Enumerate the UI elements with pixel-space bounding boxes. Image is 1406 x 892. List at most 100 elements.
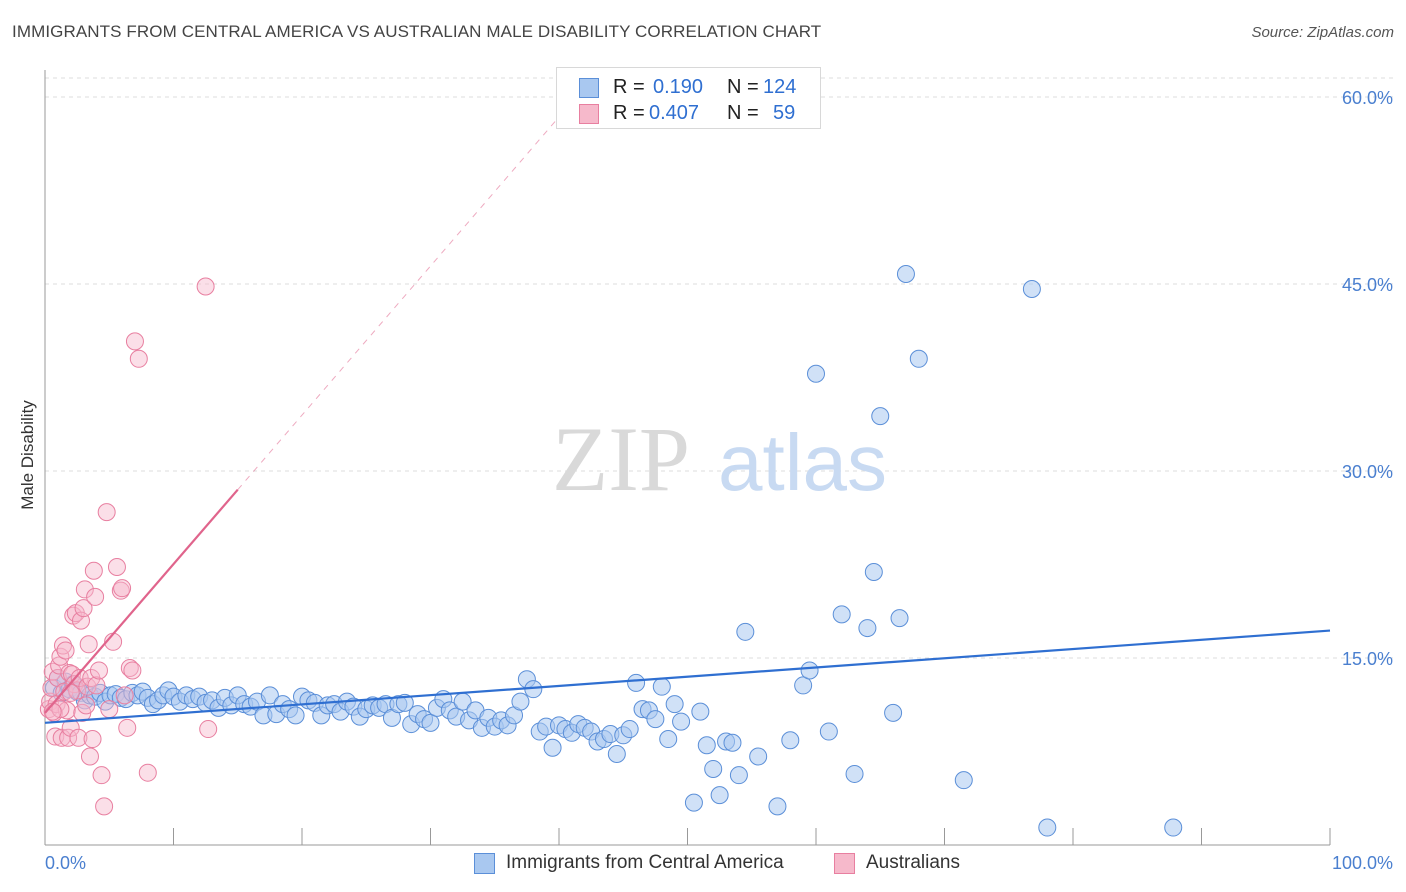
source-credit: Source: ZipAtlas.com: [1251, 24, 1394, 41]
data-point-australians: [138, 763, 157, 782]
data-point-central-america: [768, 797, 787, 816]
data-point-central-america: [659, 730, 678, 749]
data-point-australians: [95, 797, 114, 816]
legend-n-value: 59: [773, 102, 796, 124]
data-point-australians: [92, 766, 111, 785]
legend-swatch-blue: [579, 78, 599, 98]
y-tick-label: 30.0%: [1342, 462, 1393, 482]
data-point-australians: [118, 718, 137, 737]
data-point-central-america: [697, 736, 716, 755]
data-point-australians: [89, 661, 108, 680]
data-point-australians: [61, 718, 80, 737]
data-point-central-america: [807, 364, 825, 383]
data-point-australians: [77, 696, 96, 715]
data-point-australians: [53, 636, 72, 655]
data-point-australians: [79, 635, 98, 654]
data-point-australians: [61, 683, 80, 702]
data-point-australians: [56, 641, 75, 660]
data-point-central-america: [858, 619, 877, 638]
y-tick-label: 60.0%: [1342, 88, 1393, 108]
data-point-central-america: [832, 605, 851, 624]
trendlines: [44, 116, 1331, 724]
data-point-central-america: [646, 710, 665, 729]
data-point-australians: [113, 579, 132, 598]
trendline-central-america: [44, 629, 1331, 724]
data-point-central-america: [954, 771, 973, 790]
watermark-atlas: atlas: [718, 418, 887, 507]
data-point-central-america: [710, 786, 729, 805]
data-point-central-america: [1038, 818, 1057, 837]
data-point-australians: [87, 676, 106, 695]
x-tick-label-min: 0.0%: [45, 853, 86, 873]
x-tick-label-max: 100.0%: [1332, 853, 1393, 873]
watermark-zip: ZIP: [552, 408, 690, 510]
data-point-australians: [199, 720, 218, 739]
chart-title: IMMIGRANTS FROM CENTRAL AMERICA VS AUSTR…: [12, 22, 822, 41]
data-point-central-america: [1022, 279, 1041, 298]
data-point-central-america: [704, 759, 723, 778]
data-point-central-america: [665, 695, 684, 714]
legend-label-australians: Australians: [866, 852, 960, 873]
trendline-australians-extension: [237, 116, 560, 491]
data-point-central-america: [794, 676, 813, 695]
data-point-australians: [100, 700, 119, 719]
data-point-central-america: [627, 673, 646, 692]
data-point-australians: [115, 686, 134, 705]
data-point-australians: [84, 561, 103, 580]
data-point-central-america: [890, 609, 909, 628]
legend-swatch-blue: [474, 853, 495, 874]
data-point-australians: [107, 557, 126, 576]
legend-r-value: 0.190: [653, 76, 704, 98]
legend-r-label: R =: [613, 102, 645, 124]
correlation-legend: R = 0.190 N = 124 R = 0.407 N = 59: [556, 67, 821, 129]
data-point-central-america: [691, 702, 710, 721]
data-point-central-america: [652, 677, 671, 696]
data-point-australians: [86, 587, 105, 606]
data-point-australians: [57, 701, 76, 720]
data-point-central-america: [543, 738, 562, 757]
data-point-australians: [196, 277, 215, 296]
data-point-australians: [97, 503, 116, 522]
data-point-australians: [125, 332, 144, 351]
data-point-australians: [83, 730, 102, 749]
data-point-central-america: [909, 349, 928, 368]
data-point-central-america: [723, 733, 742, 752]
series-central-america-points: [44, 265, 1183, 837]
data-point-australians: [120, 658, 139, 677]
data-point-central-america: [896, 265, 915, 284]
data-point-australians: [75, 580, 94, 599]
y-tick-label: 15.0%: [1342, 649, 1393, 669]
data-point-australians: [123, 661, 142, 680]
y-tick-label: 45.0%: [1342, 275, 1393, 295]
data-point-central-america: [1164, 818, 1183, 837]
data-point-australians: [129, 349, 148, 368]
legend-swatch-pink: [579, 104, 599, 124]
data-point-central-america: [871, 407, 890, 426]
data-point-central-america: [395, 693, 414, 712]
data-point-central-america: [729, 766, 748, 785]
legend-r-label: R =: [613, 76, 645, 98]
data-point-australians: [69, 728, 88, 747]
data-point-central-america: [607, 744, 626, 763]
data-point-central-america: [260, 686, 279, 705]
data-point-australians: [46, 727, 65, 746]
legend-n-label: N =: [727, 76, 759, 98]
series-australians-points: [39, 277, 218, 816]
data-point-central-america: [286, 706, 305, 725]
data-point-central-america: [800, 661, 819, 680]
data-point-central-america: [620, 720, 639, 739]
data-point-central-america: [749, 747, 768, 766]
legend-label-central-america: Immigrants from Central America: [506, 852, 784, 873]
data-point-central-america: [736, 622, 755, 641]
data-point-central-america: [421, 713, 440, 732]
legend-n-value: 124: [763, 76, 797, 98]
data-point-central-america: [845, 764, 864, 783]
legend-n-label: N =: [727, 102, 759, 124]
legend-r-value: 0.407: [649, 102, 700, 124]
data-point-central-america: [819, 722, 838, 741]
data-point-central-america: [781, 731, 800, 750]
data-point-central-america: [884, 703, 903, 722]
y-tick-labels: 15.0% 30.0% 45.0% 60.0%: [1342, 88, 1393, 669]
data-point-australians: [78, 677, 97, 696]
